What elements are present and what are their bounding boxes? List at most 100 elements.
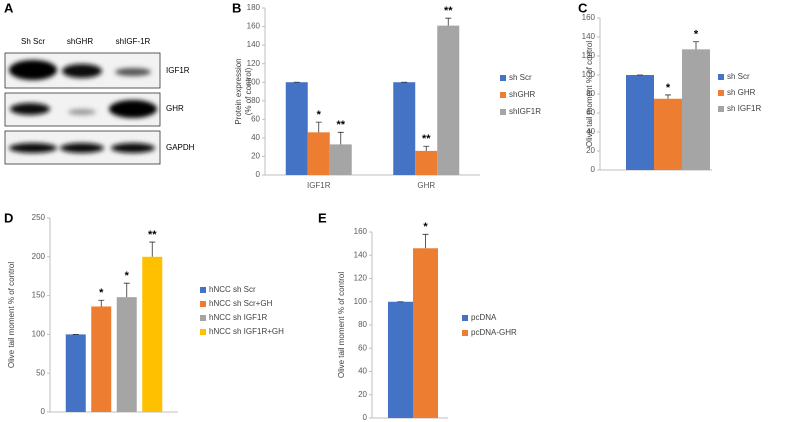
y-tick-label: 60	[358, 343, 367, 352]
y-axis-label: Olive tail moment % of control	[7, 262, 16, 368]
row-label: IGF1R	[166, 66, 190, 75]
y-tick-label: 150	[32, 291, 46, 300]
y-tick-label: 50	[36, 368, 45, 377]
y-tick-label: 160	[354, 227, 368, 236]
legend-swatch	[200, 301, 206, 307]
error-bar	[149, 241, 156, 257]
y-tick-label: 120	[354, 274, 368, 283]
error-bar	[123, 282, 130, 298]
y-tick-label: 0	[363, 413, 368, 422]
y-axis-label: Olive tail moment % of control	[337, 272, 346, 378]
error-bar	[98, 299, 105, 307]
significance-label: *	[423, 221, 428, 233]
error-bar	[445, 17, 452, 26]
bar	[91, 306, 112, 412]
y-axis-label: (% of control)	[244, 67, 253, 115]
legend-label: hNCC sh Scr	[209, 285, 256, 294]
y-tick-label: 140	[354, 250, 368, 259]
lane-label: shGHR	[67, 37, 93, 46]
bar	[388, 301, 413, 418]
legend-swatch	[718, 106, 724, 112]
legend-label: sh Scr	[727, 72, 750, 81]
error-bar	[315, 121, 322, 133]
legend-label: sh GHR	[727, 88, 756, 97]
significance-label: *	[125, 270, 130, 282]
bar	[393, 82, 416, 175]
bar	[65, 334, 86, 412]
panel-label: E	[318, 210, 327, 225]
y-tick-label: 140	[582, 32, 596, 41]
y-tick-label: 80	[586, 89, 595, 98]
y-tick-label: 20	[586, 146, 595, 155]
y-tick-label: 120	[582, 51, 596, 60]
y-tick-label: 100	[354, 297, 368, 306]
legend-swatch	[500, 109, 506, 115]
legend-label: hNCC sh Scr+GH	[209, 299, 273, 308]
significance-label: **	[148, 229, 157, 241]
legend-label: hNCC sh IGF1R	[209, 313, 267, 322]
significance-label: *	[694, 29, 699, 41]
lane-label: shIGF-1R	[116, 37, 151, 46]
y-tick-label: 20	[251, 152, 260, 161]
y-tick-label: 40	[358, 367, 367, 376]
legend-label: shIGF1R	[509, 107, 541, 116]
y-tick-label: 60	[251, 114, 260, 123]
bar	[413, 248, 438, 418]
y-tick-label: 0	[591, 165, 596, 174]
bar	[654, 98, 682, 170]
y-tick-label: 100	[582, 70, 596, 79]
y-tick-label: 0	[256, 170, 261, 179]
bar	[682, 49, 710, 170]
blot-panel: A Sh Scr shGHR shIGF-1R IGF1R GHR GAPDH	[4, 0, 195, 165]
legend-swatch	[200, 287, 206, 293]
significance-label: *	[317, 109, 322, 121]
y-tick-label: 140	[247, 40, 261, 49]
y-tick-label: 180	[247, 3, 261, 12]
significance-label: **	[422, 133, 431, 145]
legend-swatch	[200, 329, 206, 335]
y-tick-label: 160	[247, 22, 261, 31]
significance-label: **	[336, 119, 345, 131]
legend-swatch	[718, 90, 724, 96]
bar	[285, 82, 308, 175]
significance-label: **	[444, 5, 453, 17]
y-tick-label: 100	[247, 77, 261, 86]
y-tick-label: 80	[251, 96, 260, 105]
y-tick-label: 250	[32, 213, 46, 222]
bar	[437, 25, 460, 175]
y-tick-label: 0	[41, 407, 46, 416]
legend-label: sh Scr	[509, 73, 532, 82]
chart: C 0 20 40 60 80 100 120 140 160 Olive tail moment …	[578, 0, 761, 174]
panel-label: B	[232, 0, 241, 15]
y-axis-label: Olive tail moment % of control	[585, 41, 594, 147]
error-bar	[423, 145, 430, 151]
legend-label: shGHR	[509, 90, 535, 99]
legend-swatch	[462, 330, 468, 336]
y-tick-label: 200	[32, 252, 46, 261]
legend-label: hNCC sh IGF1R+GH	[209, 327, 284, 336]
row-label: GHR	[166, 104, 184, 113]
legend-swatch	[718, 74, 724, 80]
y-tick-label: 100	[32, 330, 46, 339]
x-tick-label: IGF1R	[307, 181, 331, 190]
significance-label: *	[99, 287, 104, 299]
bar	[142, 256, 163, 412]
error-bar	[422, 233, 429, 249]
significance-label: *	[666, 82, 671, 94]
legend-swatch	[462, 315, 468, 321]
panel-label: C	[578, 0, 588, 15]
bands	[9, 60, 157, 153]
y-tick-label: 20	[358, 390, 367, 399]
legend-label: sh IGF1R	[727, 104, 761, 113]
row-label: GAPDH	[166, 143, 195, 152]
legend-swatch	[500, 92, 506, 98]
y-tick-label: 40	[251, 133, 260, 142]
chart: D 0 50 100 150 200 250 Olive tail moment % of c…	[4, 210, 284, 416]
y-tick-label: 80	[358, 320, 367, 329]
error-bar	[337, 131, 344, 145]
lane-label: Sh Scr	[21, 37, 45, 46]
legend-label: pcDNA-GHR	[471, 328, 517, 337]
y-axis-label: Protein expression	[234, 58, 243, 124]
x-tick-label: GHR	[417, 181, 435, 190]
